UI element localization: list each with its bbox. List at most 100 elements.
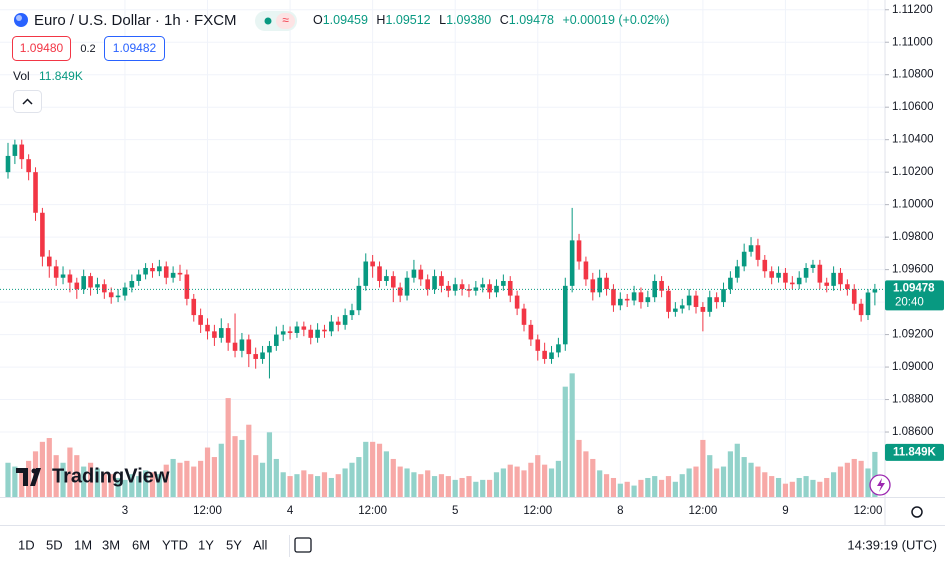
volume-bar <box>837 466 844 497</box>
date-range-icon[interactable] <box>294 537 312 553</box>
candle-body <box>473 287 479 291</box>
volume-bar <box>397 466 403 497</box>
y-tick-label: 1.09600 <box>892 264 934 276</box>
range-button[interactable]: 5D <box>46 537 63 552</box>
volume-bar <box>700 439 706 497</box>
last-price-label: 1.09478 <box>893 282 935 294</box>
candle-body <box>597 277 602 293</box>
volume-bar <box>280 472 286 497</box>
y-tick-label: 1.10200 <box>892 166 934 178</box>
volume-bar <box>287 476 293 497</box>
volume-bar <box>383 451 389 497</box>
candle-body <box>762 259 768 272</box>
volume-bar <box>555 460 561 497</box>
volume-bar <box>762 472 768 497</box>
range-button[interactable]: All <box>253 537 268 552</box>
candle-body <box>645 297 651 303</box>
candle-body <box>370 261 375 267</box>
volume-bar <box>865 468 871 497</box>
volume-bar <box>26 460 32 497</box>
candle-body <box>824 282 830 286</box>
candle-body <box>714 297 719 303</box>
range-button[interactable]: 1M <box>74 537 92 552</box>
volume-legend-label: Vol <box>13 69 30 83</box>
ohlc-key: O <box>313 13 323 27</box>
candle-body <box>810 264 816 268</box>
candle-body <box>514 295 520 309</box>
candle-body <box>569 240 575 286</box>
candle-body <box>638 292 644 303</box>
ohlc-key: L <box>439 13 446 27</box>
candle-body <box>122 287 128 296</box>
candle-body <box>384 276 389 281</box>
volume-bar <box>81 466 87 497</box>
candle-body <box>150 267 155 272</box>
volume-bar <box>156 474 162 497</box>
collapse-button[interactable] <box>13 90 42 113</box>
candle-body <box>280 331 286 335</box>
candle-body <box>170 272 176 278</box>
candle-body <box>865 292 871 316</box>
logo-mark-dot <box>31 468 37 474</box>
y-tick-label: 1.09800 <box>892 231 934 243</box>
collapse-icon <box>22 98 33 105</box>
volume-bar <box>521 470 527 497</box>
x-tick-label: 8 <box>617 505 623 517</box>
volume-bar <box>225 398 231 497</box>
symbol-title[interactable]: Euro / U.S. Dollar · 1h · FXCM <box>34 12 237 29</box>
range-button[interactable]: YTD <box>162 537 188 552</box>
candle-body <box>67 274 73 283</box>
range-button[interactable]: 1Y <box>198 537 214 552</box>
volume-bar <box>576 439 582 497</box>
candles <box>0 139 885 379</box>
candle-body <box>679 305 685 309</box>
volume-bar <box>597 470 603 497</box>
candle-body <box>198 315 203 325</box>
candle-body <box>411 269 417 278</box>
volume-bar <box>87 462 94 497</box>
candle-body <box>342 315 348 325</box>
candle-body <box>329 321 334 332</box>
volume-bar <box>301 470 307 497</box>
buy-button[interactable] <box>104 36 165 61</box>
volume-bar <box>548 468 555 497</box>
range-button[interactable]: 6M <box>132 537 150 552</box>
volume-bar <box>487 479 493 497</box>
candle-body <box>755 245 761 260</box>
volume-bar <box>431 476 438 497</box>
volume-bar <box>645 477 651 497</box>
volume-pane <box>5 373 878 497</box>
settings-icon[interactable] <box>911 506 923 518</box>
range-button[interactable]: 3M <box>102 537 120 552</box>
range-button[interactable]: 5Y <box>226 537 242 552</box>
volume-bar <box>211 457 217 497</box>
candle-body <box>734 266 740 278</box>
volume-bar <box>294 474 300 497</box>
candle-body <box>5 155 11 173</box>
candle-body <box>521 308 527 325</box>
candle-body <box>108 292 114 298</box>
volume-bar <box>184 460 190 497</box>
candle-body <box>191 298 197 316</box>
candle-body <box>631 292 637 301</box>
volume-legend-value: 11.849K <box>39 69 83 83</box>
candle-body <box>556 344 561 353</box>
candle-body <box>404 277 410 296</box>
candle-body <box>143 267 148 275</box>
candle-body <box>769 271 774 278</box>
last-volume-box <box>885 443 944 461</box>
volume-bar <box>149 472 156 497</box>
market-open-dot <box>264 17 272 25</box>
volume-bar <box>569 373 575 497</box>
sell-button[interactable] <box>12 36 71 61</box>
volume-bar <box>273 458 279 497</box>
candle-body <box>349 310 355 316</box>
clock[interactable]: 14:39:19 (UTC) <box>847 537 937 552</box>
volume-bar <box>177 462 183 497</box>
volume-bar <box>108 474 114 497</box>
volume-bar <box>473 481 479 497</box>
candle-body <box>40 212 45 257</box>
range-button[interactable]: 1D <box>18 537 35 552</box>
last-price-box <box>885 280 944 311</box>
